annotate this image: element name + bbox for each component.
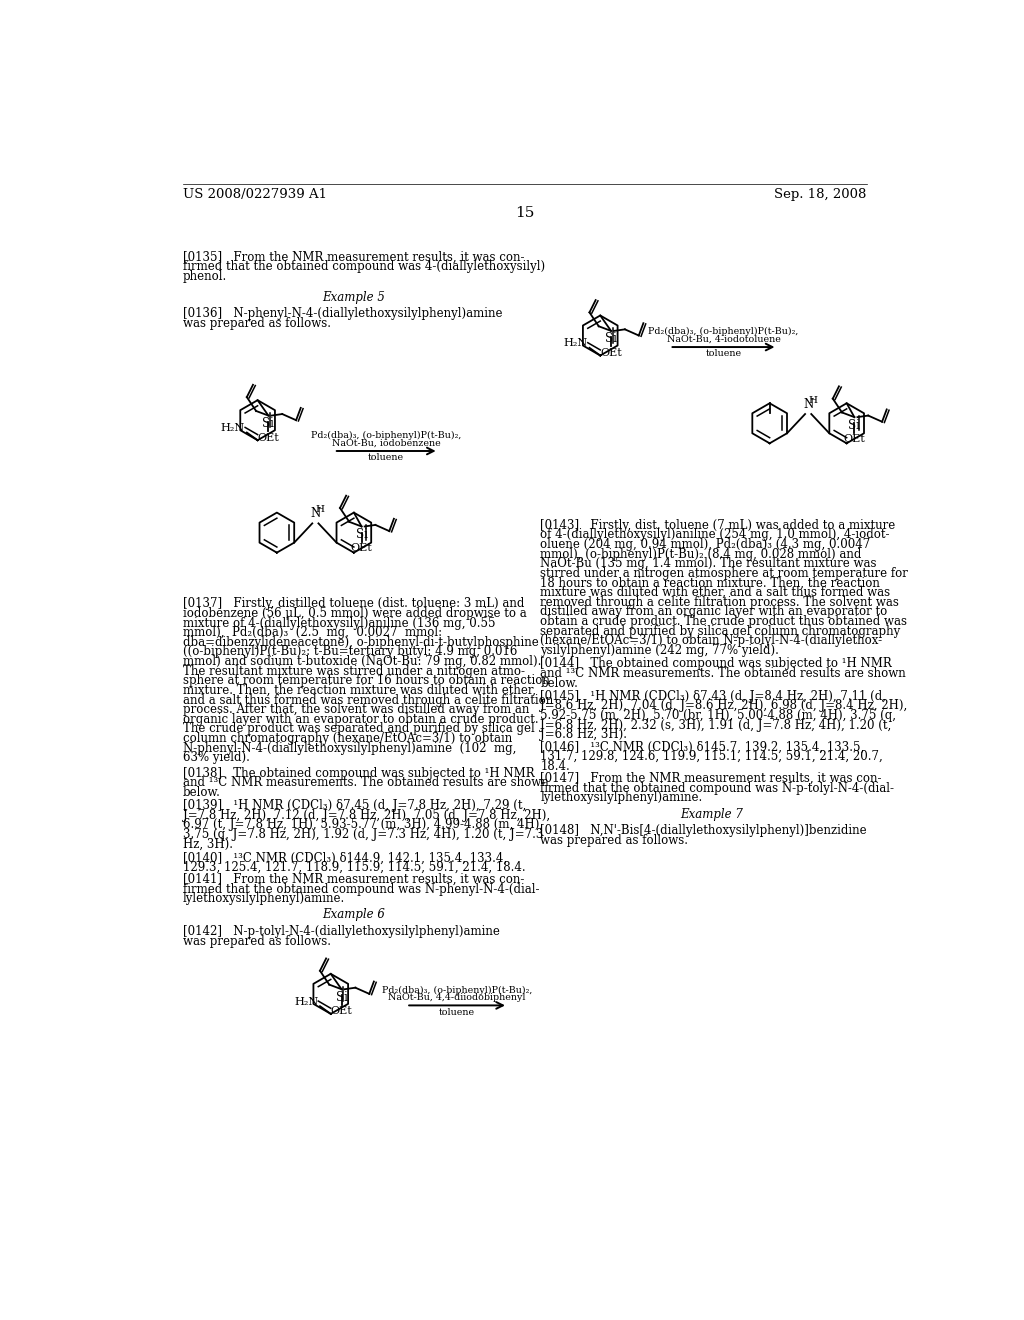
Text: lylethoxysilylphenyl)amine.: lylethoxysilylphenyl)amine.: [541, 792, 702, 804]
Text: OEt: OEt: [350, 544, 373, 553]
Text: was prepared as follows.: was prepared as follows.: [183, 935, 331, 948]
Text: Hz, 3H).: Hz, 3H).: [183, 837, 232, 850]
Text: and ¹³C NMR measurements. The obtained results are shown: and ¹³C NMR measurements. The obtained r…: [183, 776, 549, 789]
Text: obtain a crude product. The crude product thus obtained was: obtain a crude product. The crude produc…: [541, 615, 907, 628]
Text: ((o-biphenyl)P(t-Bu)₂: t-Bu=tertiary butyl: 4.9 mg, 0.016: ((o-biphenyl)P(t-Bu)₂: t-Bu=tertiary but…: [183, 645, 517, 659]
Text: H₂N: H₂N: [563, 338, 588, 348]
Text: J=6.8 Hz, 2H), 2.32 (s, 3H), 1.91 (d, J=7.8 Hz, 4H), 1.20 (t,: J=6.8 Hz, 2H), 2.32 (s, 3H), 1.91 (d, J=…: [541, 718, 892, 731]
Text: N: N: [803, 397, 813, 411]
Text: 3.75 (q, J=7.8 Hz, 2H), 1.92 (d, J=7.3 Hz, 4H), 1.20 (t, J=7.3: 3.75 (q, J=7.8 Hz, 2H), 1.92 (d, J=7.3 H…: [183, 828, 544, 841]
Text: firmed that the obtained compound was 4-(diallylethoxysilyl): firmed that the obtained compound was 4-…: [183, 260, 545, 273]
Text: US 2008/0227939 A1: US 2008/0227939 A1: [183, 187, 327, 201]
Text: 18 hours to obtain a reaction mixture. Then, the reaction: 18 hours to obtain a reaction mixture. T…: [541, 577, 880, 590]
Text: mmol), (o-biphenyl)P(t-Bu)₂ (8.4 mg, 0.028 mmol) and: mmol), (o-biphenyl)P(t-Bu)₂ (8.4 mg, 0.0…: [541, 548, 861, 561]
Text: OEt: OEt: [844, 434, 865, 444]
Text: 5.92-5.75 (m, 2H), 5.70 (br, 1H), 5.00-4.88 (m, 4H), 3.75 (q,: 5.92-5.75 (m, 2H), 5.70 (br, 1H), 5.00-4…: [541, 709, 896, 722]
Text: phenol.: phenol.: [183, 271, 227, 282]
Text: 129.3, 125.4, 121.7, 118.9, 115.9, 114.5, 59.1, 21.4, 18.4.: 129.3, 125.4, 121.7, 118.9, 115.9, 114.5…: [183, 861, 525, 874]
Text: [0138]   The obtained compound was subjected to ¹H NMR: [0138] The obtained compound was subject…: [183, 767, 535, 780]
Text: distilled away from an organic layer with an evaporator to: distilled away from an organic layer wit…: [541, 606, 888, 618]
Text: [0146]   ¹³C NMR (CDCl₃) δ145.7, 139.2, 135.4, 133.5,: [0146] ¹³C NMR (CDCl₃) δ145.7, 139.2, 13…: [541, 741, 864, 754]
Text: Si: Si: [355, 528, 368, 541]
Text: 6.97 (t, J=7.8 Hz, 1H), 5.93-5.77 (m, 3H), 4.99-4.88 (m, 4H),: 6.97 (t, J=7.8 Hz, 1H), 5.93-5.77 (m, 3H…: [183, 818, 543, 832]
Text: N: N: [310, 507, 321, 520]
Text: [0144]   The obtained compound was subjected to ¹H NMR: [0144] The obtained compound was subject…: [541, 657, 892, 671]
Text: N-phenyl-N-4-(diallylethoxysilylphenyl)amine  (102  mg,: N-phenyl-N-4-(diallylethoxysilylphenyl)a…: [183, 742, 516, 755]
Text: 131.7, 129.8, 124.6, 119.9, 115.1, 114.5, 59.1, 21.4, 20.7,: 131.7, 129.8, 124.6, 119.9, 115.1, 114.5…: [541, 750, 883, 763]
Text: Pd₂(dba)₃, (o-biphenyl)P(t-Bu)₂,: Pd₂(dba)₃, (o-biphenyl)P(t-Bu)₂,: [311, 432, 462, 441]
Text: sphere at room temperature for 16 hours to obtain a reaction: sphere at room temperature for 16 hours …: [183, 675, 550, 688]
Text: OEt: OEt: [600, 348, 622, 358]
Text: [0141]   From the NMR measurement results, it was con-: [0141] From the NMR measurement results,…: [183, 873, 524, 886]
Text: mixture. Then, the reaction mixture was diluted with ether,: mixture. Then, the reaction mixture was …: [183, 684, 536, 697]
Text: toluene: toluene: [706, 350, 741, 358]
Text: OEt: OEt: [257, 433, 280, 442]
Text: separated and purified by silica gel column chromatography: separated and purified by silica gel col…: [541, 624, 900, 638]
Text: Pd₂(dba)₃, (o-biphenyl)P(t-Bu)₂,: Pd₂(dba)₃, (o-biphenyl)P(t-Bu)₂,: [648, 327, 799, 337]
Text: [0142]   N-p-tolyl-N-4-(diallylethoxysilylphenyl)amine: [0142] N-p-tolyl-N-4-(diallylethoxysilyl…: [183, 925, 500, 939]
Text: firmed that the obtained compound was N-phenyl-N-4-(dial-: firmed that the obtained compound was N-…: [183, 883, 540, 895]
Text: [0136]   N-phenyl-N-4-(diallylethoxysilylphenyl)amine: [0136] N-phenyl-N-4-(diallylethoxysilylp…: [183, 308, 503, 319]
Text: H₂N: H₂N: [221, 422, 245, 433]
Text: and ¹³C NMR measurements. The obtained results are shown: and ¹³C NMR measurements. The obtained r…: [541, 667, 906, 680]
Text: J=8.6 Hz, 2H), 7.04 (d, J=8.6 Hz, 2H), 6.98 (d, J=8.4 Hz, 2H),: J=8.6 Hz, 2H), 7.04 (d, J=8.6 Hz, 2H), 6…: [541, 700, 907, 713]
Text: iodobenzene (56 μL, 0.5 mmol) were added dropwise to a: iodobenzene (56 μL, 0.5 mmol) were added…: [183, 607, 526, 620]
Text: [0143]   Firstly, dist. toluene (7 mL) was added to a mixture: [0143] Firstly, dist. toluene (7 mL) was…: [541, 519, 895, 532]
Text: Si: Si: [605, 333, 617, 346]
Text: J=6.8 Hz, 3H).: J=6.8 Hz, 3H).: [541, 729, 627, 742]
Text: mixture of 4-(diallylethoxysilyl)aniline (136 mg, 0.55: mixture of 4-(diallylethoxysilyl)aniline…: [183, 616, 496, 630]
Text: NaOt-Bu, iodobenzene: NaOt-Bu, iodobenzene: [332, 440, 440, 447]
Text: NaOt-Bu, 4,4-diiodobiphenyl: NaOt-Bu, 4,4-diiodobiphenyl: [388, 994, 525, 1002]
Text: [0137]   Firstly, distilled toluene (dist. toluene: 3 mL) and: [0137] Firstly, distilled toluene (dist.…: [183, 597, 524, 610]
Text: Sep. 18, 2008: Sep. 18, 2008: [774, 187, 866, 201]
Text: ysilylphenyl)amine (242 mg, 77% yield).: ysilylphenyl)amine (242 mg, 77% yield).: [541, 644, 779, 657]
Text: NaOt-Bu (135 mg, 1.4 mmol). The resultant mixture was: NaOt-Bu (135 mg, 1.4 mmol). The resultan…: [541, 557, 877, 570]
Text: mixture was diluted with ether, and a salt thus formed was: mixture was diluted with ether, and a sa…: [541, 586, 890, 599]
Text: 18.4.: 18.4.: [541, 760, 570, 772]
Text: organic layer with an evaporator to obtain a crude product.: organic layer with an evaporator to obta…: [183, 713, 539, 726]
Text: H₂N: H₂N: [294, 997, 318, 1007]
Text: process. After that, the solvent was distilled away from an: process. After that, the solvent was dis…: [183, 704, 529, 717]
Text: Si: Si: [336, 991, 347, 1003]
Text: The resultant mixture was stirred under a nitrogen atmo-: The resultant mixture was stirred under …: [183, 665, 525, 677]
Text: Si: Si: [262, 417, 274, 430]
Text: Pd₂(dba)₃, (o-biphenyl)P(t-Bu)₂,: Pd₂(dba)₃, (o-biphenyl)P(t-Bu)₂,: [382, 986, 532, 995]
Text: [0147]   From the NMR measurement results, it was con-: [0147] From the NMR measurement results,…: [541, 772, 882, 785]
Text: toluene: toluene: [369, 453, 404, 462]
Text: (hexane/EtOAc=3/1) to obtain N-p-tolyl-N-4-(diallylethox-: (hexane/EtOAc=3/1) to obtain N-p-tolyl-N…: [541, 635, 883, 647]
Text: Example 6: Example 6: [323, 908, 385, 921]
Text: and a salt thus formed was removed through a celite filtration: and a salt thus formed was removed throu…: [183, 693, 553, 706]
Text: firmed that the obtained compound was N-p-tolyl-N-4-(dial-: firmed that the obtained compound was N-…: [541, 781, 894, 795]
Text: was prepared as follows.: was prepared as follows.: [183, 317, 331, 330]
Text: column chromatography (hexane/EtOAc=3/1) to obtain: column chromatography (hexane/EtOAc=3/1)…: [183, 733, 512, 744]
Text: OEt: OEt: [331, 1006, 352, 1016]
Text: mmol) and sodium t-butoxide (NaOt-Bu: 79 mg, 0.82 mmol).: mmol) and sodium t-butoxide (NaOt-Bu: 79…: [183, 655, 542, 668]
Text: H: H: [315, 506, 325, 515]
Text: [0148]   N,N'-Bis[4-(diallylethoxysilylphenyl)]benzidine: [0148] N,N'-Bis[4-(diallylethoxysilylphe…: [541, 825, 867, 837]
Text: [0140]   ¹³C NMR (CDCl₃) δ144.9, 142.1, 135.4, 133.4,: [0140] ¹³C NMR (CDCl₃) δ144.9, 142.1, 13…: [183, 851, 507, 865]
Text: H: H: [808, 396, 817, 405]
Text: [0145]   ¹H NMR (CDCl₃) δ7.43 (d, J=8.4 Hz, 2H), 7.11 (d,: [0145] ¹H NMR (CDCl₃) δ7.43 (d, J=8.4 Hz…: [541, 689, 886, 702]
Text: stirred under a nitrogen atmosphere at room temperature for: stirred under a nitrogen atmosphere at r…: [541, 566, 908, 579]
Text: NaOt-Bu, 4-iodotoluene: NaOt-Bu, 4-iodotoluene: [667, 335, 780, 345]
Text: toluene: toluene: [439, 1007, 475, 1016]
Text: mmol),  Pd₂(dba)₃  (2.5  mg,  0.0027  mmol:: mmol), Pd₂(dba)₃ (2.5 mg, 0.0027 mmol:: [183, 626, 442, 639]
Text: Si: Si: [849, 418, 860, 432]
Text: below.: below.: [183, 785, 221, 799]
Text: dba=dibenzylideneacetone), o-biphenyl-di-t-butylphosphine: dba=dibenzylideneacetone), o-biphenyl-di…: [183, 636, 539, 649]
Text: was prepared as follows.: was prepared as follows.: [541, 834, 688, 847]
Text: 63% yield).: 63% yield).: [183, 751, 250, 764]
Text: below.: below.: [541, 677, 579, 689]
Text: of 4-(diallylethoxysilyl)aniline (254 mg, 1.0 mmol), 4-iodot-: of 4-(diallylethoxysilyl)aniline (254 mg…: [541, 528, 890, 541]
Text: Example 5: Example 5: [323, 290, 385, 304]
Text: [0139]   ¹H NMR (CDCl₃) δ7.45 (d, J=7.8 Hz, 2H), 7.29 (t,: [0139] ¹H NMR (CDCl₃) δ7.45 (d, J=7.8 Hz…: [183, 799, 526, 812]
Text: The crude product was separated and purified by silica gel: The crude product was separated and puri…: [183, 722, 535, 735]
Text: lylethoxysilylphenyl)amine.: lylethoxysilylphenyl)amine.: [183, 892, 345, 906]
Text: [0135]   From the NMR measurement results, it was con-: [0135] From the NMR measurement results,…: [183, 251, 524, 264]
Text: removed through a celite filtration process. The solvent was: removed through a celite filtration proc…: [541, 595, 899, 609]
Text: Example 7: Example 7: [680, 808, 742, 821]
Text: oluene (204 mg, 0.94 mmol), Pd₂(dba)₃ (4.3 mg, 0.0047: oluene (204 mg, 0.94 mmol), Pd₂(dba)₃ (4…: [541, 539, 870, 550]
Text: J=7.8 Hz, 2H), 7.12 (d, J=7.8 Hz, 2H), 7.05 (d, J=7.8 Hz, 2H),: J=7.8 Hz, 2H), 7.12 (d, J=7.8 Hz, 2H), 7…: [183, 809, 550, 821]
Text: 15: 15: [515, 206, 535, 220]
